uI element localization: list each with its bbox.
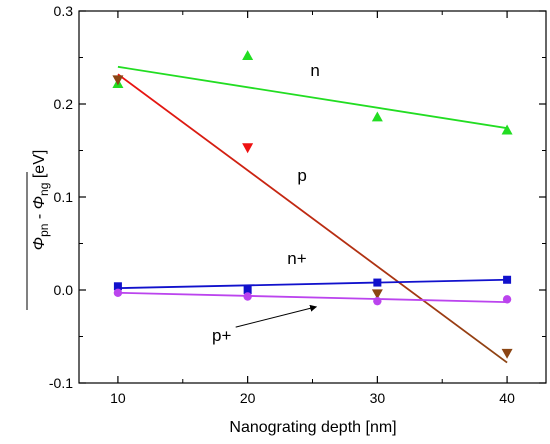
y-axis-symbol-2: Φ <box>31 196 48 209</box>
axes: 10 20 30 40 -0.1 0.0 0.1 0.2 0.3 <box>49 3 547 406</box>
y-tick-label: 0.3 <box>54 3 74 19</box>
fit-line-n-plus <box>117 278 508 290</box>
series-label-p: p <box>297 166 306 185</box>
y-tick-label: 0.0 <box>54 282 74 298</box>
fit-line-p <box>117 73 508 364</box>
point-p <box>242 143 254 154</box>
x-tick-label: 40 <box>499 390 515 406</box>
series-label-n: n <box>310 61 319 80</box>
svg-text:Φpn - Φng [eV]: Φpn - Φng [eV] <box>31 150 51 251</box>
y-tick-label: -0.1 <box>49 375 73 391</box>
plot-area: n p n+ p+ <box>112 50 513 364</box>
point-p-plus <box>113 288 123 297</box>
point-p <box>371 289 383 300</box>
point-p <box>112 75 124 86</box>
y-axis-symbol-1: Φ <box>31 237 48 250</box>
point-p-plus <box>243 292 252 301</box>
fit-line-n <box>117 65 508 130</box>
point-p <box>501 348 513 359</box>
y-tick-label: 0.1 <box>54 189 74 205</box>
point-p-plus <box>373 296 382 306</box>
point-n-plus <box>373 278 382 287</box>
annotation-arrow <box>235 304 318 328</box>
point-n <box>371 111 383 122</box>
y-axis-separator: - <box>31 209 48 223</box>
point-p-plus <box>502 295 512 304</box>
y-axis-unit: [eV] <box>31 150 48 183</box>
y-axis-sub-1: pn <box>37 224 51 237</box>
point-n <box>242 50 254 61</box>
x-tick-label: 30 <box>370 390 386 406</box>
y-axis-label: Φpn - Φng [eV] <box>26 150 51 310</box>
point-n-plus <box>503 275 512 284</box>
fit-line-p-plus <box>117 291 508 303</box>
y-axis-sub-2: ng <box>37 183 51 196</box>
x-tick-label: 10 <box>110 390 126 406</box>
x-tick-label: 20 <box>240 390 256 406</box>
point-n <box>501 124 513 135</box>
series-label-p-plus: p+ <box>212 326 231 345</box>
point-n-plus <box>243 286 252 294</box>
x-axis-label: Nanograting depth [nm] <box>229 419 396 436</box>
series-label-n-plus: n+ <box>287 249 306 268</box>
point-n-plus <box>113 282 122 291</box>
y-tick-label: 0.2 <box>54 96 74 112</box>
